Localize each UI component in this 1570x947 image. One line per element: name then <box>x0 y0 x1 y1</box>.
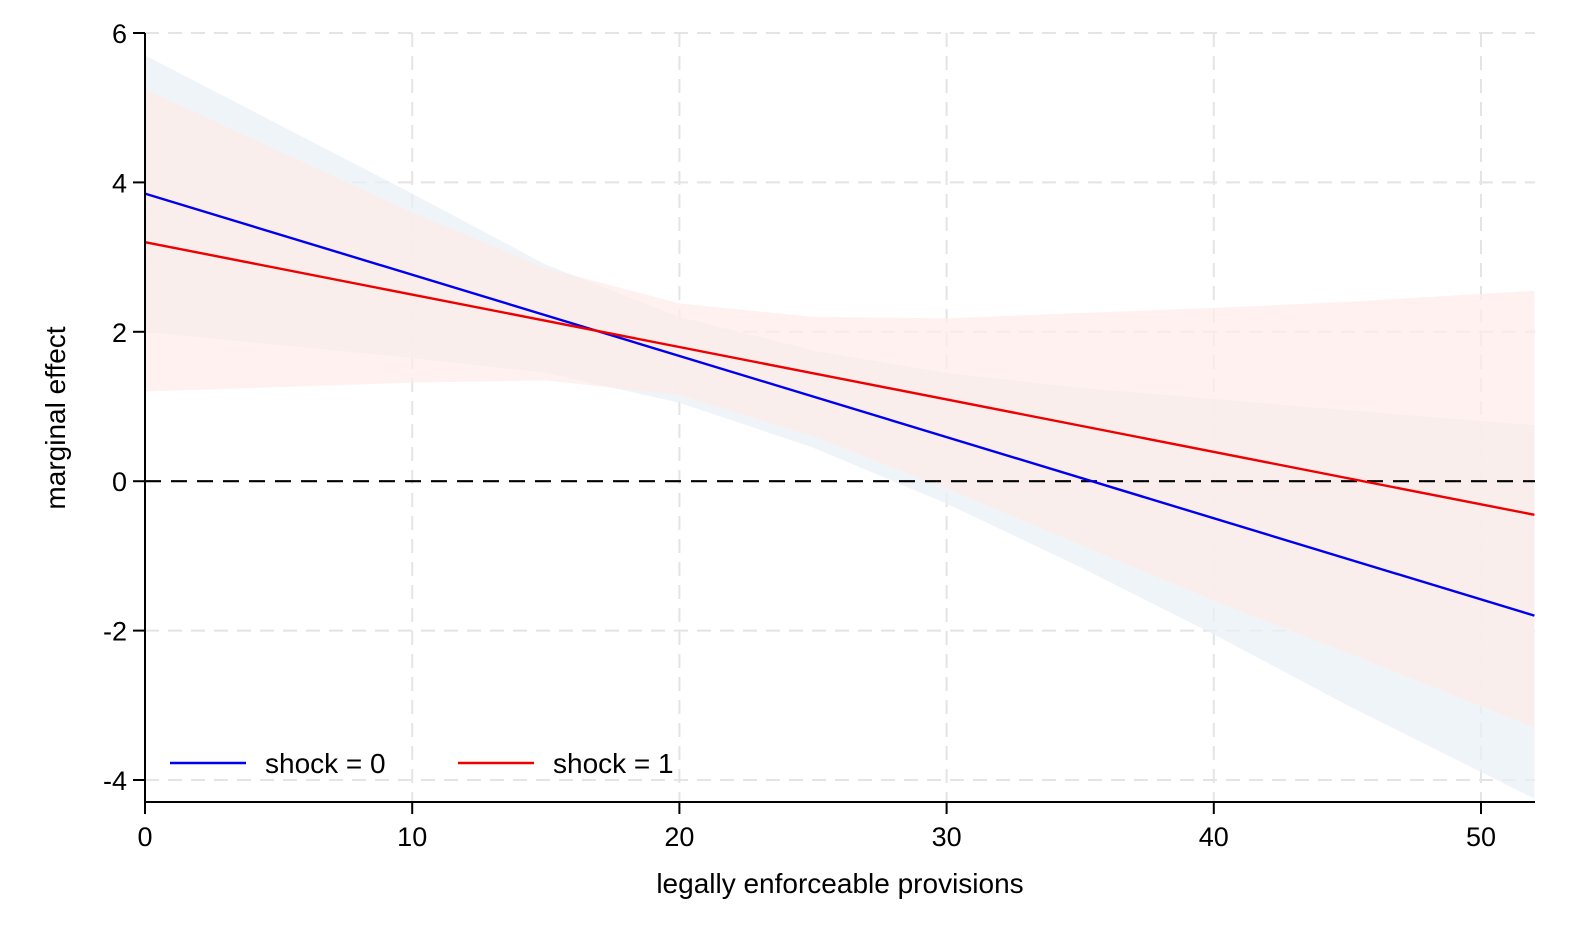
x-tick-label: 50 <box>1466 822 1496 852</box>
y-tick-label: 6 <box>112 19 127 49</box>
legend-label-2: shock = 1 <box>553 748 674 779</box>
y-axis-title: marginal effect <box>40 326 71 509</box>
x-tick-label: 0 <box>137 822 152 852</box>
legend: shock = 0 shock = 1 <box>170 748 674 779</box>
y-tick-label: 2 <box>112 318 127 348</box>
confidence-bands <box>145 55 1535 799</box>
series-line-1 <box>144 192 1535 617</box>
series-lines <box>144 192 1535 617</box>
x-tick-label: 10 <box>397 822 427 852</box>
series-line-2 <box>144 240 1535 516</box>
x-tick-label: 20 <box>664 822 694 852</box>
confidence-band-2 <box>145 89 1535 728</box>
axes: -4 -2 0 2 4 6 0 10 20 30 40 50 <box>103 19 1535 852</box>
legend-label-1: shock = 0 <box>265 748 386 779</box>
y-tick-label: 4 <box>112 168 127 198</box>
y-tick-label: -2 <box>103 617 127 647</box>
x-tick-label: 40 <box>1199 822 1229 852</box>
y-tick-label: 0 <box>112 467 127 497</box>
x-axis-title: legally enforceable provisions <box>656 868 1023 899</box>
y-tick-label: -4 <box>103 766 127 796</box>
x-tick-label: 30 <box>932 822 962 852</box>
